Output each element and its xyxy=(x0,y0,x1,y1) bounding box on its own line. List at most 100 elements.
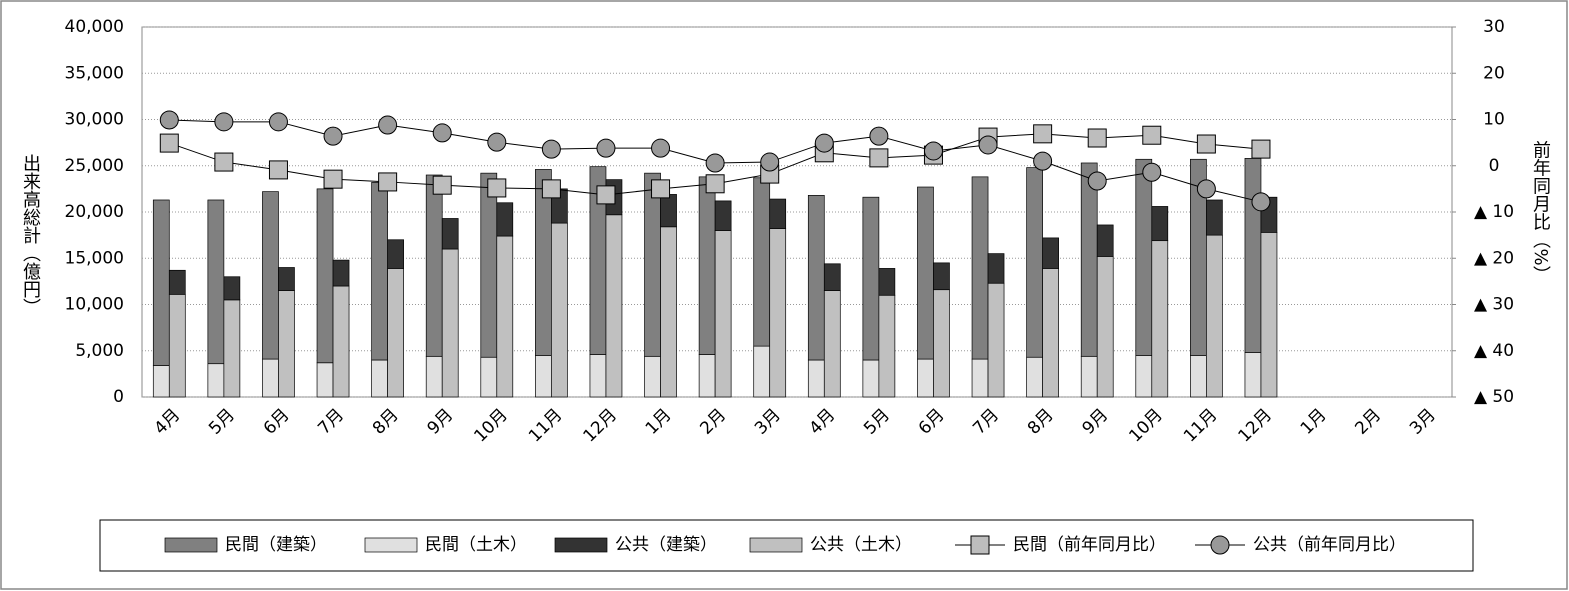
y-tick-label: 20,000 xyxy=(65,202,124,222)
y-tick-label: 5,000 xyxy=(75,341,124,361)
line-marker xyxy=(1087,171,1107,191)
bar xyxy=(262,358,279,398)
line-marker xyxy=(268,112,288,132)
line-marker xyxy=(214,112,234,132)
line-marker xyxy=(378,172,398,192)
bar xyxy=(1042,268,1059,398)
line-marker xyxy=(596,138,616,158)
bar xyxy=(714,230,732,398)
legend-label: 公共（土木） xyxy=(810,535,912,555)
y-tick-label: 30,000 xyxy=(65,110,124,130)
legend-swatch xyxy=(554,537,608,553)
bar xyxy=(1190,355,1207,398)
bar xyxy=(823,290,841,398)
bar xyxy=(987,282,1005,398)
line-marker xyxy=(1142,162,1162,182)
bar xyxy=(987,253,1005,284)
y2-tick-label: ▲ 20 xyxy=(1474,248,1514,268)
bar xyxy=(480,356,498,398)
bar xyxy=(316,188,334,364)
line-marker xyxy=(1251,192,1271,212)
line-marker xyxy=(214,152,234,172)
line-marker xyxy=(705,174,725,194)
y2-tick-label: ▲ 50 xyxy=(1474,387,1514,407)
legend-swatch xyxy=(749,537,803,553)
bar xyxy=(1080,355,1098,398)
line-marker xyxy=(323,169,343,189)
bar xyxy=(551,222,568,398)
bar xyxy=(769,198,787,230)
bar xyxy=(589,354,607,398)
bar xyxy=(933,262,950,291)
bar xyxy=(1151,206,1169,242)
line-marker xyxy=(923,141,943,161)
bar xyxy=(332,259,350,287)
bar xyxy=(425,174,443,357)
bar xyxy=(278,290,295,398)
bar xyxy=(332,285,350,398)
legend-label: 公共（前年同月比） xyxy=(1253,535,1406,555)
bar xyxy=(1206,199,1223,236)
bar xyxy=(152,199,170,366)
bar xyxy=(1206,234,1223,398)
line-marker xyxy=(1196,134,1216,154)
line-marker xyxy=(541,179,561,199)
line-marker xyxy=(432,123,452,143)
bar xyxy=(1026,167,1043,358)
legend-swatch xyxy=(164,537,218,553)
line-marker xyxy=(1033,151,1053,171)
bar xyxy=(862,196,880,361)
bar xyxy=(753,177,771,347)
y-axis-label: 出来高総計（億円） xyxy=(20,154,41,316)
bar xyxy=(714,200,732,231)
bar xyxy=(207,363,225,398)
y2-tick-label: 0 xyxy=(1489,156,1500,176)
bar xyxy=(152,365,170,398)
line-marker xyxy=(487,132,507,152)
bar xyxy=(1244,352,1262,398)
line-marker xyxy=(596,185,616,205)
bar xyxy=(496,202,514,237)
y-tick-label: 0 xyxy=(113,387,124,407)
legend-label: 公共（建築） xyxy=(615,535,717,555)
bar xyxy=(496,235,514,398)
line-marker xyxy=(268,160,288,180)
bar xyxy=(278,267,295,291)
bar xyxy=(1026,356,1043,398)
bar xyxy=(168,293,186,398)
bar xyxy=(698,354,716,398)
y-tick-label: 25,000 xyxy=(65,156,124,176)
line-marker xyxy=(1087,128,1107,148)
bar xyxy=(933,289,950,398)
bar xyxy=(1135,355,1153,398)
line-marker xyxy=(651,179,671,199)
line-marker xyxy=(760,152,780,172)
bar xyxy=(807,359,825,398)
line-marker xyxy=(159,110,179,130)
bar xyxy=(1080,162,1098,357)
line-marker xyxy=(1142,125,1162,145)
bar xyxy=(371,359,388,398)
legend-marker xyxy=(970,535,990,555)
bar xyxy=(223,276,241,301)
bar xyxy=(605,214,623,398)
line-marker xyxy=(323,126,343,146)
line-marker xyxy=(1033,124,1053,144)
bar xyxy=(769,228,787,398)
bar xyxy=(1096,224,1114,257)
bar xyxy=(207,199,225,365)
line-marker xyxy=(378,115,398,135)
bar xyxy=(1096,256,1114,398)
y-tick-label: 40,000 xyxy=(65,17,124,37)
bar xyxy=(1135,158,1153,356)
y-tick-label: 15,000 xyxy=(65,248,124,268)
bar xyxy=(441,248,459,398)
legend-swatch xyxy=(364,537,418,553)
bar xyxy=(878,268,896,296)
line-marker xyxy=(541,139,561,159)
bar xyxy=(480,172,498,358)
y2-tick-label: ▲ 40 xyxy=(1474,341,1514,361)
bar xyxy=(862,359,880,398)
y-tick-label: 10,000 xyxy=(65,295,124,315)
bar xyxy=(698,176,716,355)
